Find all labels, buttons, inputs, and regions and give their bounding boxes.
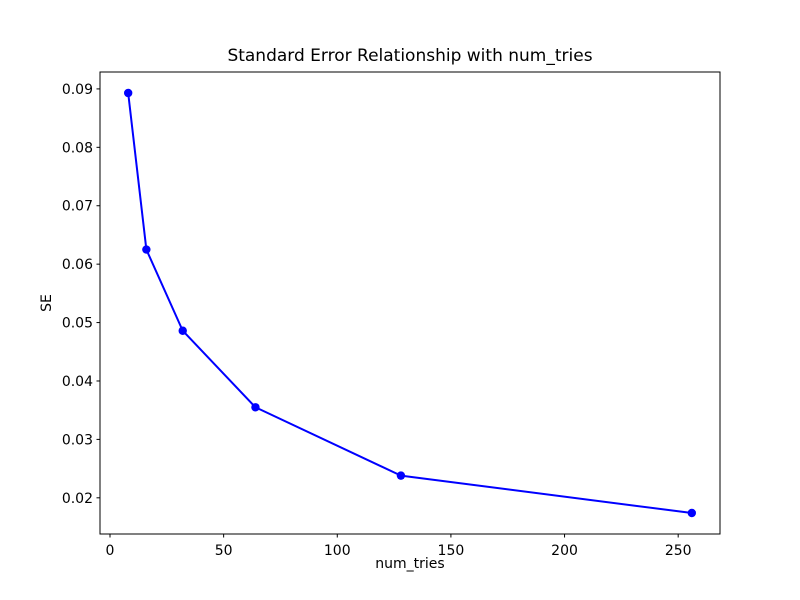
- x-tick-label: 100: [324, 543, 351, 559]
- y-tick-label: 0.08: [62, 140, 93, 156]
- x-tick-label: 0: [106, 543, 115, 559]
- x-tick-label: 150: [438, 543, 465, 559]
- y-tick-label: 0.04: [62, 374, 93, 390]
- x-tick-label: 250: [665, 543, 692, 559]
- data-line: [127, 92, 693, 514]
- data-point: [251, 403, 260, 412]
- data-point: [178, 326, 187, 335]
- data-point: [142, 245, 151, 254]
- y-tick-label: 0.03: [62, 432, 93, 448]
- x-tick-label: 200: [551, 543, 578, 559]
- plot-area: [100, 72, 720, 534]
- y-tick-label: 0.02: [62, 491, 93, 507]
- y-tick-label: 0.05: [62, 316, 93, 332]
- data-point: [396, 471, 406, 480]
- data-point: [687, 508, 697, 518]
- data-point: [123, 88, 133, 98]
- plot-frame: [99, 71, 721, 535]
- x-axis-label: num_tries: [375, 556, 445, 572]
- chart-title: Standard Error Relationship with num_tri…: [227, 46, 593, 66]
- x-tick-label: 50: [215, 543, 233, 559]
- y-axis-label: SE: [39, 294, 55, 312]
- y-tick-label: 0.09: [62, 82, 93, 98]
- y-tick-label: 0.07: [62, 199, 93, 215]
- y-tick-label: 0.06: [62, 257, 93, 273]
